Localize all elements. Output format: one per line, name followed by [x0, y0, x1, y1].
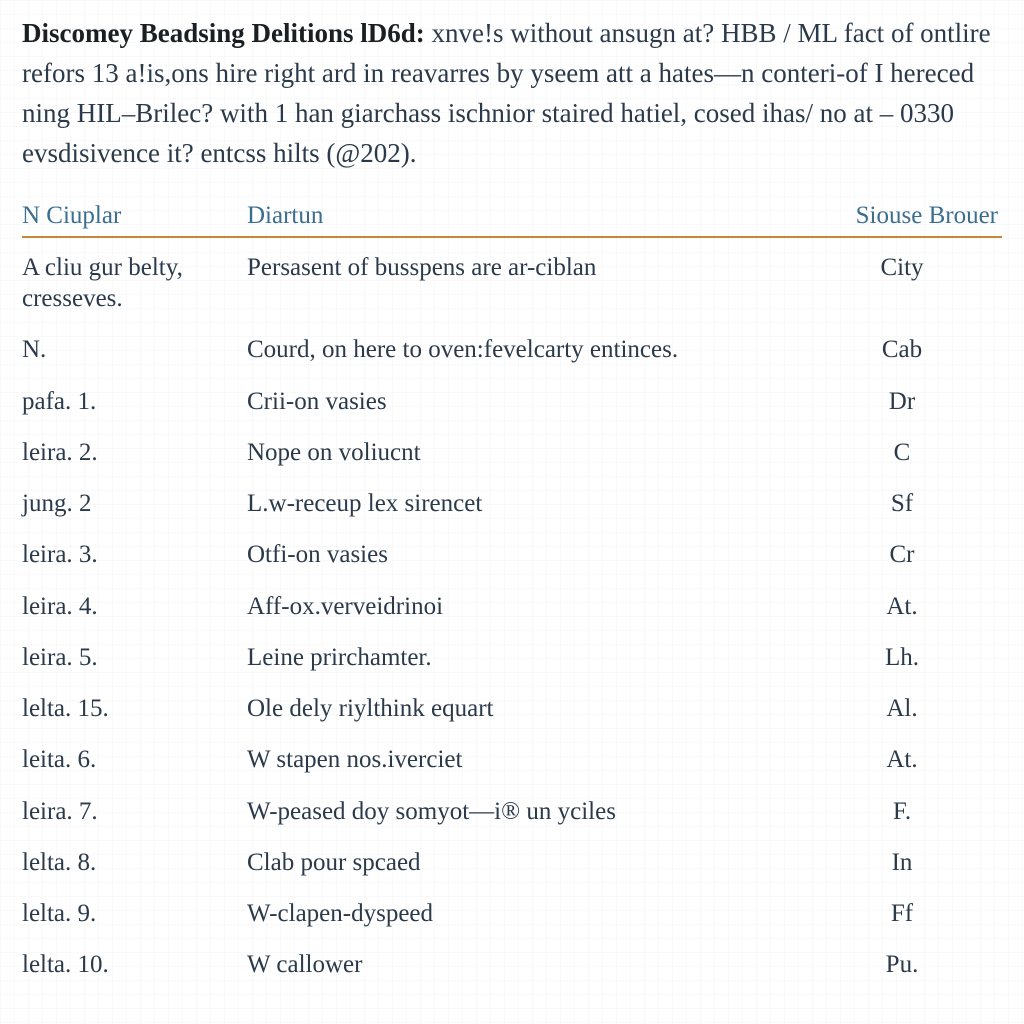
table-row: lelta. 8.Clab pour spcaedIn	[22, 837, 1002, 888]
cell-col2: Ole dely riylthink equart	[247, 683, 802, 734]
cell-col3: City	[802, 237, 1002, 325]
definitions-table: N Ciuplar Diartun Siouse Brouer A cliu g…	[22, 202, 1002, 991]
cell-col1: leita. 6.	[22, 734, 247, 785]
cell-col3: C	[802, 427, 1002, 478]
cell-col1: leira. 2.	[22, 427, 247, 478]
cell-col1: leira. 5.	[22, 632, 247, 683]
table-row: N.Courd, on here to oven:fevelcarty enti…	[22, 324, 1002, 375]
cell-col1: pafa. 1.	[22, 376, 247, 427]
table-row: lelta. 9.W-clapen-dyspeedFf	[22, 888, 1002, 939]
cell-col2: W callower	[247, 939, 802, 990]
col-header-3: Siouse Brouer	[802, 202, 1002, 237]
cell-col1: leira. 3.	[22, 529, 247, 580]
table-row: leita. 6.W stapen nos.ivercietAt.	[22, 734, 1002, 785]
table-row: pafa. 1.Crii-on vasiesDr	[22, 376, 1002, 427]
cell-col1: lelta. 9.	[22, 888, 247, 939]
cell-col3: Ff	[802, 888, 1002, 939]
cell-col2: Nope on voliucnt	[247, 427, 802, 478]
cell-col3: Sf	[802, 478, 1002, 529]
cell-col2: L.w-receup lex sirencet	[247, 478, 802, 529]
cell-col3: At.	[802, 734, 1002, 785]
cell-col3: In	[802, 837, 1002, 888]
cell-col1: leira. 4.	[22, 581, 247, 632]
cell-col3: Lh.	[802, 632, 1002, 683]
cell-col1: N.	[22, 324, 247, 375]
cell-col2: Otfi-on vasies	[247, 529, 802, 580]
table-row: leira. 3.Otfi-on vasiesCr	[22, 529, 1002, 580]
cell-col2: W-clapen-dyspeed	[247, 888, 802, 939]
cell-col3: Pu.	[802, 939, 1002, 990]
cell-col1: jung. 2	[22, 478, 247, 529]
col-header-1: N Ciuplar	[22, 202, 247, 237]
table-body: A cliu gur belty, cresseves.Persasent of…	[22, 237, 1002, 991]
cell-col2: Crii-on vasies	[247, 376, 802, 427]
cell-col3: Al.	[802, 683, 1002, 734]
table-header-row: N Ciuplar Diartun Siouse Brouer	[22, 202, 1002, 237]
cell-col3: Dr	[802, 376, 1002, 427]
cell-col2: Persasent of busspens are ar-ciblan	[247, 237, 802, 325]
table-row: A cliu gur belty, cresseves.Persasent of…	[22, 237, 1002, 325]
cell-col2: W stapen nos.iverciet	[247, 734, 802, 785]
cell-col1: lelta. 10.	[22, 939, 247, 990]
cell-col2: W-peased doy somyot—i® un yciles	[247, 786, 802, 837]
table-row: leira. 4.Aff-ox.verveidrinoiAt.	[22, 581, 1002, 632]
table-row: jung. 2L.w-receup lex sirencetSf	[22, 478, 1002, 529]
cell-col2: Clab pour spcaed	[247, 837, 802, 888]
table-row: lelta. 15.Ole dely riylthink equartAl.	[22, 683, 1002, 734]
intro-paragraph: Discomey Beadsing Delitions lD6d: xnve!s…	[22, 14, 1002, 174]
cell-col3: Cab	[802, 324, 1002, 375]
cell-col3: At.	[802, 581, 1002, 632]
cell-col2: Courd, on here to oven:fevelcarty entinc…	[247, 324, 802, 375]
table-row: leira. 7.W-peased doy somyot—i® un ycile…	[22, 786, 1002, 837]
table-row: lelta. 10.W callowerPu.	[22, 939, 1002, 990]
cell-col1: lelta. 15.	[22, 683, 247, 734]
cell-col1: A cliu gur belty, cresseves.	[22, 237, 247, 325]
cell-col3: F.	[802, 786, 1002, 837]
intro-bold-lead: Discomey Beadsing Delitions lD6d:	[22, 18, 425, 48]
col-header-2: Diartun	[247, 202, 802, 237]
cell-col2: Leine prirchamter.	[247, 632, 802, 683]
table-row: leira. 2.Nope on voliucntC	[22, 427, 1002, 478]
cell-col2: Aff-ox.verveidrinoi	[247, 581, 802, 632]
table-row: leira. 5.Leine prirchamter.Lh.	[22, 632, 1002, 683]
cell-col1: leira. 7.	[22, 786, 247, 837]
cell-col1: lelta. 8.	[22, 837, 247, 888]
cell-col3: Cr	[802, 529, 1002, 580]
